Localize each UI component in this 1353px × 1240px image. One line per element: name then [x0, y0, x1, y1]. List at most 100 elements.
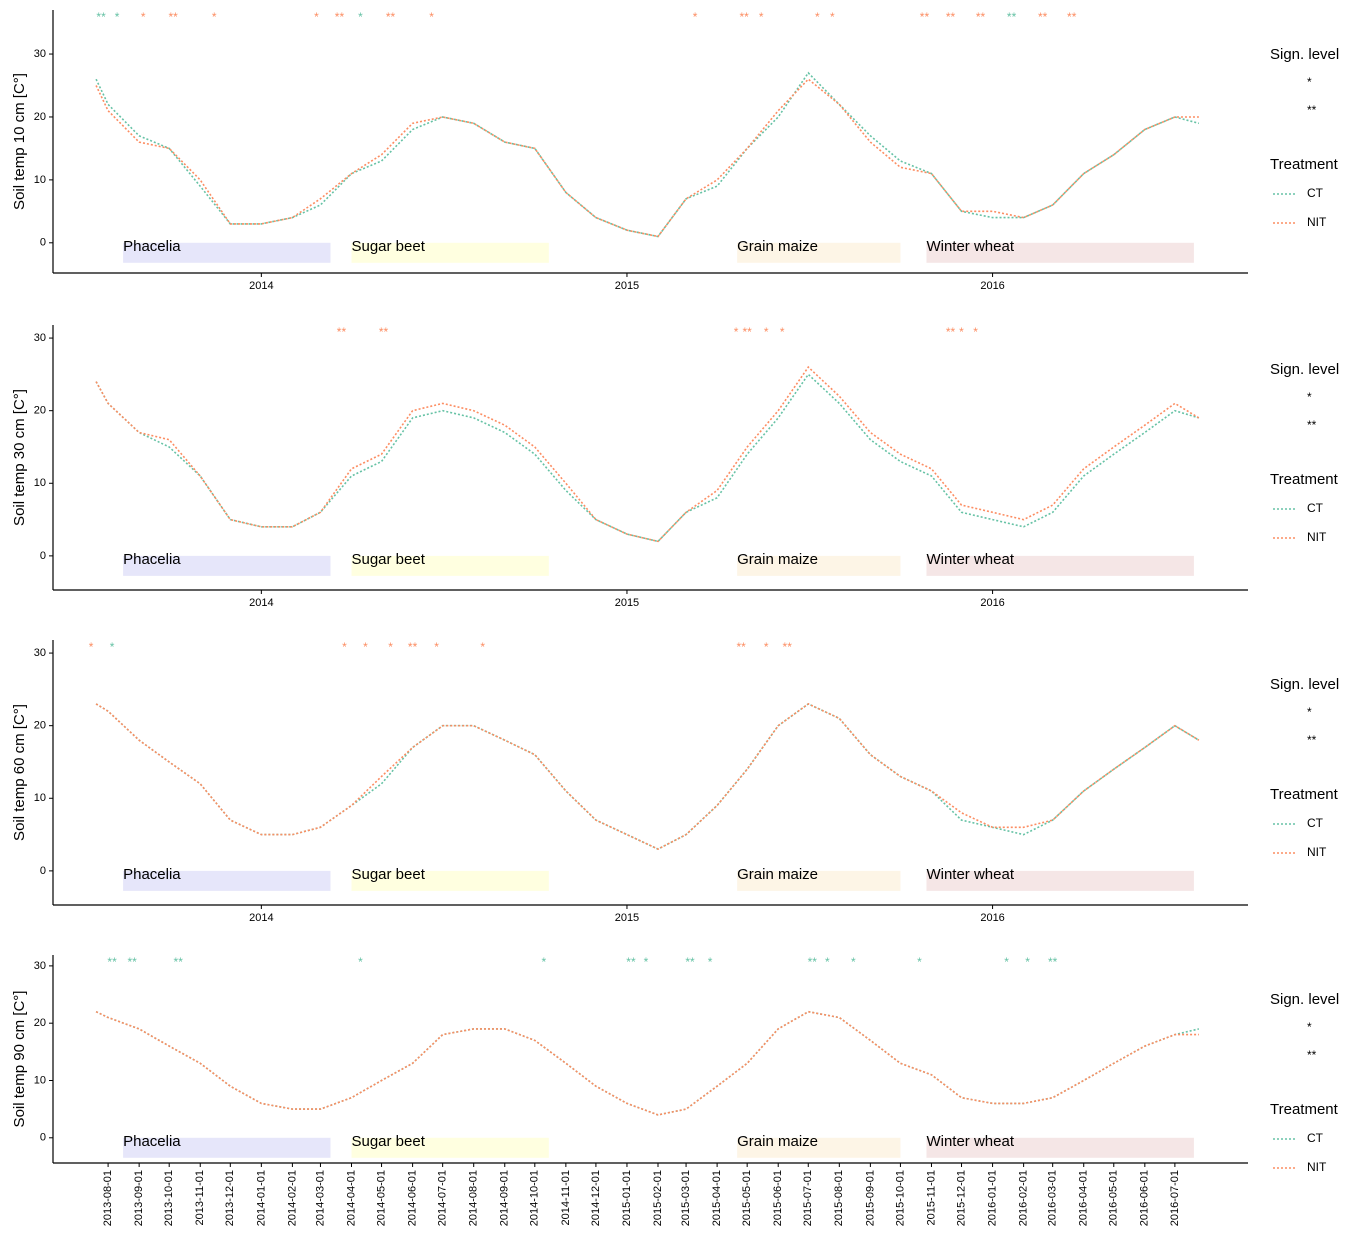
sig-marker: * [734, 325, 739, 339]
y-axis-title: Soil temp 10 cm [C°] [11, 73, 28, 210]
x-tick-label: 2015-10-01 [894, 1170, 906, 1226]
legend-label: * [1307, 75, 1312, 89]
y-tick-label: 10 [34, 792, 46, 804]
x-tick-label: 2015-02-01 [652, 1170, 664, 1226]
x-tick-label: 2014-05-01 [375, 1170, 387, 1226]
y-axis-title: Soil temp 60 cm [C°] [11, 704, 28, 841]
x-tick-label: 2016-02-01 [1018, 1170, 1030, 1226]
data-line [95, 373, 1200, 543]
y-tick-label: 20 [34, 405, 46, 417]
legend-label: CT [1307, 186, 1324, 200]
crop-label: Sugar beet [351, 551, 425, 568]
legend-title: Treatment [1270, 786, 1339, 803]
data-line [95, 71, 1200, 238]
x-tick-label: 2015-12-01 [955, 1170, 967, 1226]
legend-label: CT [1307, 501, 1324, 515]
sig-marker: * [388, 640, 393, 654]
data-line [95, 702, 1200, 850]
sig-marker: * [973, 325, 978, 339]
legend-label: ** [1307, 733, 1317, 747]
crop-band [926, 242, 1194, 263]
crop-label: Sugar beet [351, 866, 425, 883]
legend-title: Treatment [1270, 156, 1339, 173]
crop-band [123, 870, 331, 891]
sig-marker: ** [335, 10, 345, 24]
crop-label: Winter wheat [926, 238, 1014, 255]
sig-marker: * [110, 640, 115, 654]
sig-marker: * [644, 955, 649, 969]
crop-label: Grain maize [737, 1133, 818, 1150]
legend-label: ** [1307, 1048, 1317, 1062]
sig-marker: * [1025, 955, 1030, 969]
data-line [95, 1010, 1199, 1116]
x-tick-label: 2014-09-01 [499, 1170, 511, 1226]
sig-marker: * [959, 325, 964, 339]
crop-band [926, 555, 1194, 576]
crop-band [123, 242, 331, 263]
x-tick-label: 2016 [980, 280, 1004, 292]
sig-marker: ** [379, 325, 389, 339]
sig-marker: ** [946, 10, 956, 24]
sig-marker: * [764, 640, 769, 654]
x-tick-label: 2015-03-01 [680, 1170, 692, 1226]
y-tick-label: 30 [34, 960, 46, 972]
crop-label: Phacelia [123, 238, 181, 255]
x-tick-label: 2015 [615, 912, 639, 924]
y-tick-label: 30 [34, 48, 46, 60]
x-tick-label: 2016 [980, 912, 1004, 924]
crop-label: Sugar beet [351, 1133, 425, 1150]
sig-marker: * [358, 955, 363, 969]
sig-marker: ** [337, 325, 347, 339]
legend-label: ** [1307, 103, 1317, 117]
sig-marker: ** [626, 955, 636, 969]
sig-marker: * [429, 10, 434, 24]
sig-marker: * [363, 640, 368, 654]
x-tick-label: 2015-01-01 [621, 1170, 633, 1226]
crop-band [123, 1137, 331, 1158]
sig-marker: ** [408, 640, 418, 654]
legend-title: Sign. level [1270, 361, 1339, 378]
sig-marker: * [815, 10, 820, 24]
x-tick-label: 2013-11-01 [194, 1170, 206, 1225]
sig-marker: ** [976, 10, 986, 24]
sig-marker: ** [739, 10, 749, 24]
x-tick-label: 2015-05-01 [741, 1170, 753, 1226]
x-tick-label: 2015-09-01 [864, 1170, 876, 1226]
sig-marker: * [830, 10, 835, 24]
x-tick-label: 2014-07-01 [437, 1170, 449, 1226]
sig-marker: ** [169, 10, 179, 24]
x-tick-label: 2013-08-01 [102, 1170, 114, 1226]
crop-label: Winter wheat [926, 866, 1014, 883]
sig-marker: * [141, 10, 146, 24]
legend-label: NIT [1307, 1160, 1327, 1174]
sig-marker: ** [107, 955, 117, 969]
sig-marker: ** [1067, 10, 1077, 24]
data-line [95, 702, 1200, 850]
x-tick-label: 2014-03-01 [314, 1170, 326, 1226]
sig-marker: ** [742, 325, 752, 339]
sig-marker: * [764, 325, 769, 339]
x-tick-label: 2013-10-01 [163, 1170, 175, 1226]
crop-label: Grain maize [737, 551, 818, 568]
y-tick-label: 0 [40, 550, 46, 562]
sig-marker: * [759, 10, 764, 24]
crop-band [926, 870, 1194, 891]
data-line [95, 1010, 1200, 1116]
legend-title: Sign. level [1270, 46, 1339, 63]
sig-marker: * [358, 10, 363, 24]
crop-band [737, 870, 901, 891]
sig-marker: ** [386, 10, 396, 24]
x-tick-label: 2016 [980, 597, 1004, 609]
x-tick-label: 2015-04-01 [711, 1170, 723, 1226]
x-tick-label: 2015-07-01 [802, 1170, 814, 1226]
y-tick-label: 10 [34, 477, 46, 489]
x-tick-label: 2016-06-01 [1139, 1170, 1151, 1226]
sig-marker: * [708, 955, 713, 969]
y-axis-title: Soil temp 90 cm [C°] [11, 991, 28, 1128]
sig-marker: * [115, 10, 120, 24]
sig-marker: * [212, 10, 217, 24]
sig-marker: ** [174, 955, 184, 969]
crop-label: Winter wheat [926, 551, 1014, 568]
